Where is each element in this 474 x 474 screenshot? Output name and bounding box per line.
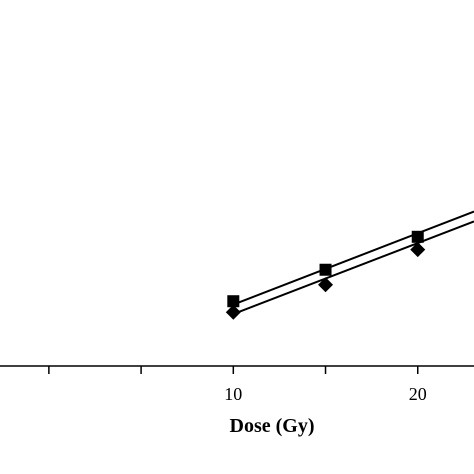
fit-lines xyxy=(232,210,474,315)
data-point-diamond xyxy=(225,304,241,320)
x-tick-label: 10 xyxy=(224,384,242,404)
data-markers xyxy=(225,230,426,320)
fit-line-diamond xyxy=(232,220,474,315)
data-point-square xyxy=(411,230,424,243)
data-point-square xyxy=(319,263,332,276)
x-axis-ticks xyxy=(48,366,419,374)
data-point-diamond xyxy=(410,242,426,258)
data-point-square xyxy=(227,295,240,308)
data-point-diamond xyxy=(318,277,334,293)
x-axis-tick-labels: 10 20 xyxy=(224,384,426,404)
x-axis-title: Dose (Gy) xyxy=(230,415,315,437)
x-tick-label: 20 xyxy=(409,384,427,404)
fit-line-square xyxy=(232,210,474,306)
